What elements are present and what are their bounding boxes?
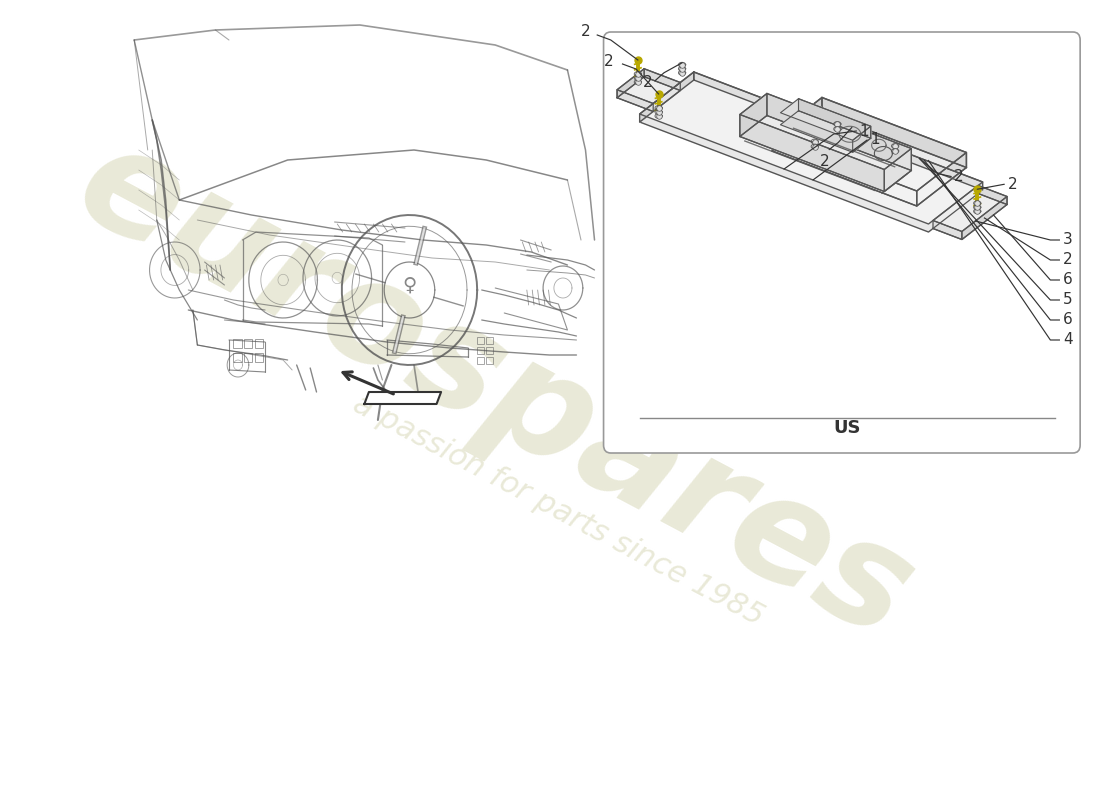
Polygon shape [740,115,912,191]
Text: 2: 2 [644,75,652,90]
Text: 4: 4 [1063,333,1072,347]
Polygon shape [933,194,1006,239]
Polygon shape [772,98,967,191]
Text: 3: 3 [1063,233,1072,247]
Bar [244,353,252,362]
Polygon shape [364,392,441,404]
Polygon shape [799,98,871,138]
Polygon shape [617,69,680,103]
FancyBboxPatch shape [604,32,1080,453]
Polygon shape [933,186,1006,231]
Polygon shape [933,221,961,239]
Polygon shape [781,110,871,152]
Bar [477,347,484,354]
Text: 1: 1 [859,123,869,138]
Polygon shape [884,149,912,191]
Text: 2: 2 [1063,253,1072,267]
Text: 5: 5 [1063,293,1072,307]
Text: a passion for parts since 1985: a passion for parts since 1985 [348,389,769,631]
Bar [244,339,252,348]
Text: 2: 2 [581,25,591,39]
Polygon shape [772,98,822,151]
Polygon shape [852,126,871,152]
Polygon shape [740,114,884,191]
Bar [477,337,484,344]
Text: 6: 6 [1063,273,1072,287]
Text: 6: 6 [1063,313,1072,327]
Bar [486,347,494,354]
Text: ♀: ♀ [403,275,417,294]
Polygon shape [740,94,767,137]
Polygon shape [822,98,967,167]
Polygon shape [740,94,912,170]
Polygon shape [617,90,653,111]
Polygon shape [961,197,1006,239]
Polygon shape [772,136,916,206]
Text: eurospares: eurospares [55,111,936,669]
Polygon shape [640,80,982,232]
Polygon shape [617,69,645,98]
Polygon shape [694,72,982,190]
Bar [477,357,484,364]
Polygon shape [645,69,680,90]
Bar [255,353,263,362]
Bar [233,339,242,348]
Polygon shape [916,153,967,206]
Text: US: US [834,419,861,437]
Polygon shape [781,98,871,140]
Text: 2: 2 [604,54,614,70]
Text: 2: 2 [1008,177,1018,192]
Polygon shape [772,113,967,206]
Text: 2: 2 [954,169,964,184]
Text: 1: 1 [871,133,880,147]
Polygon shape [767,94,912,170]
Polygon shape [640,72,982,224]
Polygon shape [617,77,680,111]
Polygon shape [978,186,1006,205]
Polygon shape [640,72,694,122]
Bar [233,353,242,362]
Text: 2: 2 [820,154,829,169]
Bar [486,357,494,364]
Bar [486,337,494,344]
Bar [255,339,263,348]
